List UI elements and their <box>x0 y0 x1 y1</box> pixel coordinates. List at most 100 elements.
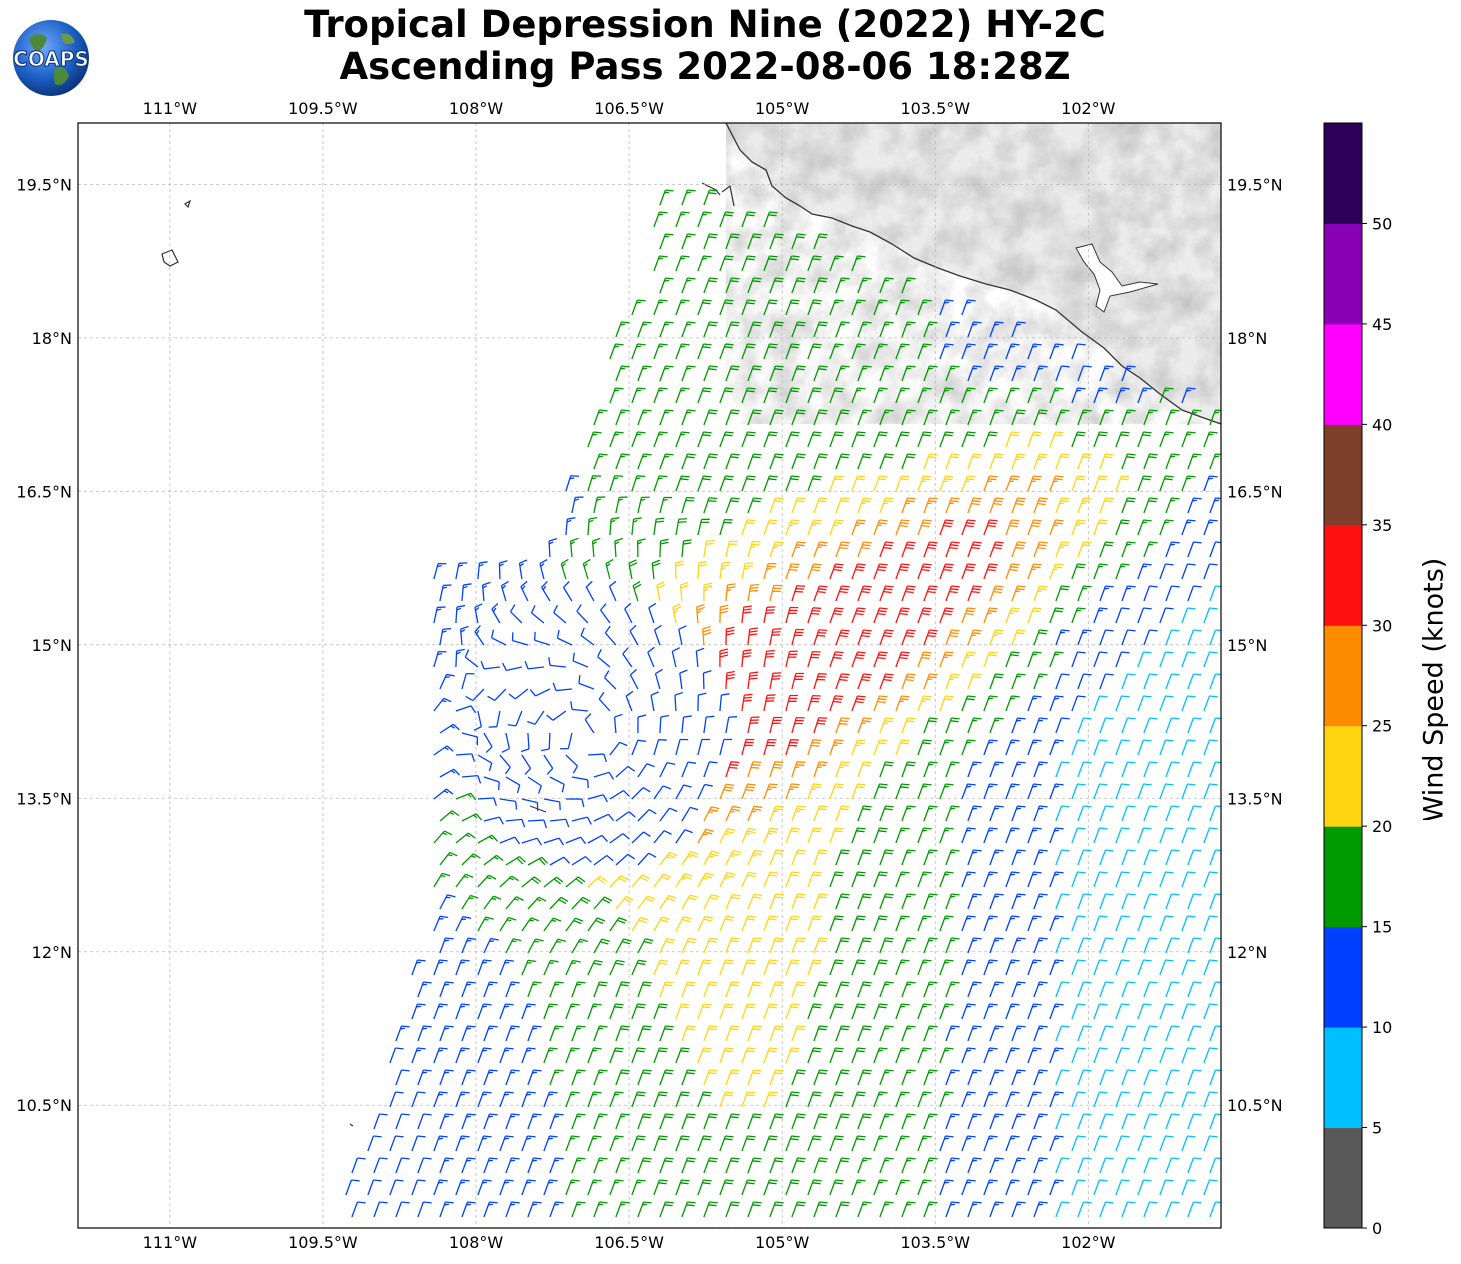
wind-barb <box>1071 739 1086 756</box>
wind-barb <box>901 981 916 998</box>
coastline <box>725 123 1221 425</box>
wind-barb <box>1181 739 1196 756</box>
wind-barb <box>1203 1091 1218 1108</box>
wind-barb <box>747 233 762 250</box>
lon-tick-label: 111°W <box>143 99 198 118</box>
wind-barb <box>917 607 932 624</box>
wind-barb <box>439 937 454 954</box>
wind-barb <box>1115 871 1130 888</box>
wind-barb <box>505 1025 520 1042</box>
wind-barb <box>857 1113 872 1130</box>
wind-barb <box>835 629 850 646</box>
wind-barb <box>455 1091 470 1108</box>
wind-barb <box>553 604 567 624</box>
wind-barb <box>1005 1047 1020 1064</box>
wind-barb <box>1143 1157 1158 1174</box>
wind-barb <box>769 716 783 734</box>
wind-barb <box>1077 409 1092 426</box>
wind-barb <box>967 937 982 954</box>
wind-barb <box>719 1179 734 1196</box>
wind-barb <box>615 895 634 910</box>
wind-barb <box>807 343 822 360</box>
wind-barb <box>1209 761 1221 778</box>
wind-barb <box>879 1069 894 1086</box>
wind-barb <box>719 738 733 756</box>
wind-barb <box>417 981 432 998</box>
lon-tick-label: 106.5°W <box>594 99 664 118</box>
wind-barb <box>1033 629 1048 646</box>
wind-barb <box>1099 1069 1114 1086</box>
wind-barb <box>829 1003 844 1020</box>
wind-barb <box>939 827 954 844</box>
wind-barb <box>989 365 1004 382</box>
wind-barb <box>873 1135 888 1152</box>
wind-barb <box>1187 453 1202 470</box>
wind-barb <box>939 915 954 932</box>
wind-barb <box>895 871 910 888</box>
wind-barb <box>518 559 528 580</box>
wind-barb <box>1055 1157 1070 1174</box>
wind-barb <box>1209 585 1221 602</box>
wind-barb <box>851 607 866 624</box>
wind-barb <box>703 761 718 778</box>
wind-barb <box>505 896 524 910</box>
wind-barb <box>593 1025 608 1042</box>
wind-barb <box>681 409 696 426</box>
wind-barb <box>679 669 688 690</box>
wind-barb <box>653 1047 668 1064</box>
wind-barb <box>593 938 610 954</box>
wind-barb <box>857 409 872 426</box>
wind-barb <box>829 783 844 800</box>
wind-barb <box>851 1179 866 1196</box>
wind-barb <box>807 299 822 316</box>
wind-barb <box>488 710 501 728</box>
wind-barb <box>703 1069 718 1086</box>
wind-barb <box>1099 1157 1114 1174</box>
wind-barb <box>543 798 561 811</box>
wind-barb <box>455 959 470 976</box>
wind-barb <box>1011 541 1026 558</box>
wind-barb <box>791 672 805 690</box>
wind-barb <box>433 606 446 624</box>
wind-barb <box>1159 695 1174 712</box>
wind-barb <box>653 475 668 492</box>
wind-barb <box>681 1025 696 1042</box>
wind-barb <box>1121 365 1136 382</box>
wind-barb <box>895 1179 910 1196</box>
wind-barb <box>1093 1091 1108 1108</box>
wind-barb <box>461 583 472 602</box>
wind-barb <box>600 603 611 624</box>
wind-barb <box>1099 1025 1114 1042</box>
wind-barb <box>593 496 606 514</box>
wind-barb <box>983 959 998 976</box>
wind-barb <box>1137 1003 1152 1020</box>
wind-barb <box>747 981 762 998</box>
wind-barb <box>917 827 932 844</box>
wind-barb <box>1159 1003 1174 1020</box>
wind-barb <box>1005 871 1020 888</box>
wind-barb <box>351 1201 366 1218</box>
wind-barb <box>807 255 822 272</box>
wind-barb <box>747 761 762 778</box>
wind-barb <box>945 893 960 910</box>
wind-barb <box>659 409 674 426</box>
wind-barb <box>813 1113 828 1130</box>
wind-barb <box>477 1179 492 1196</box>
wind-barb <box>725 365 740 382</box>
wind-barb <box>477 1135 492 1152</box>
wind-barb <box>455 792 477 801</box>
wind-barb <box>659 1157 674 1174</box>
wind-barb <box>1099 629 1114 646</box>
wind-barb <box>983 827 998 844</box>
wind-barb <box>725 850 742 866</box>
wind-barb <box>1071 915 1086 932</box>
wind-barb <box>615 765 636 778</box>
wind-barb <box>1099 717 1114 734</box>
wind-barb <box>1033 541 1048 558</box>
wind-barb <box>857 277 872 294</box>
wind-barb <box>1027 1179 1042 1196</box>
wind-barb <box>1121 541 1136 558</box>
wind-barb <box>873 739 888 756</box>
wind-barb <box>703 277 718 294</box>
wind-barb <box>961 1047 976 1064</box>
